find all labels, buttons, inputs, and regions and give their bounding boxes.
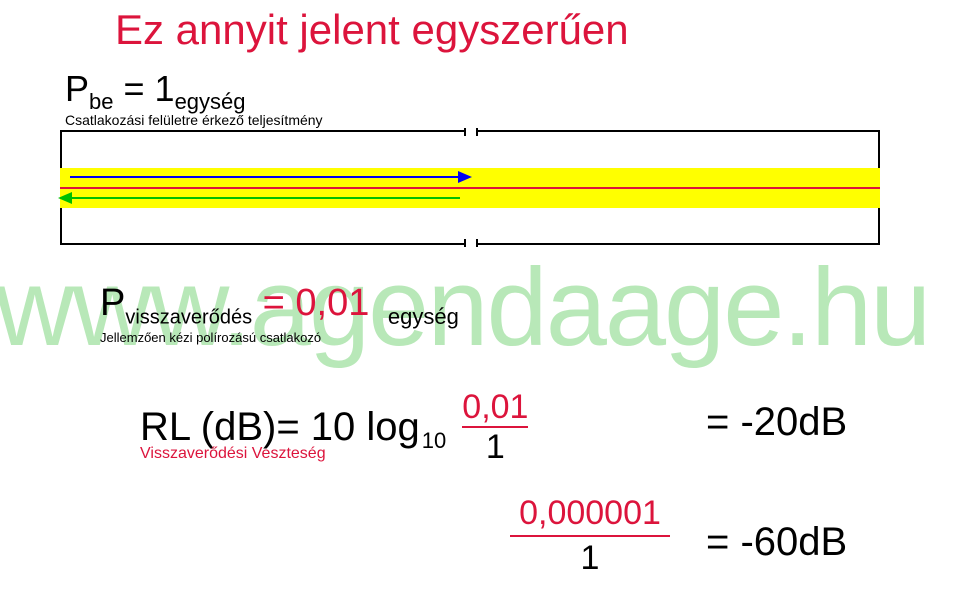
p-symbol: P [65,68,89,109]
incident-arrow [70,176,460,178]
connector-diagram [60,130,880,250]
log-base-10: 10 [422,428,446,454]
input-power-caption: Csatlakozási felületre érkező teljesítmé… [65,112,323,128]
result-20db: = -20dB [706,400,847,445]
equals-one: = 1 [114,68,175,109]
return-loss-caption: Visszaverődési Veszteség [140,445,326,463]
result-60db: = -60dB [706,520,847,565]
reflected-arrow-head [58,192,72,204]
refl-value: = 0,01 [252,282,369,324]
gap-notch-bottom [464,239,478,247]
fiber-center-line [60,187,880,189]
reflection-caption: Jellemzően kézi polírozású csatlakozó [100,330,321,345]
frac2-bar [510,535,670,537]
p-symbol-refl: P [100,282,125,324]
fraction-2: 0,000001 1 [510,494,670,578]
unit-egyseg: egység [175,89,246,114]
slide-title: Ez annyit jelent egyszerűen [115,6,629,54]
input-power-equation: Pbe = 1egység [65,68,246,115]
p-subscript-be: be [89,89,113,114]
frac2-numerator: 0,000001 [519,494,661,533]
frac1-numerator: 0,01 [462,390,528,424]
refl-unit: egység [388,304,459,329]
gap-notch-top [464,128,478,136]
reflection-equation: Pvisszaverődés = 0,01 egység [100,282,459,330]
frac2-denominator: 1 [581,539,600,578]
rl-lhs: RL (dB)= 10 log [140,405,420,450]
p-subscript-refl: visszaverődés [125,307,252,329]
reflected-arrow [70,197,460,199]
frac1-denominator: 1 [486,430,505,464]
fraction-1: 0,01 1 [462,390,528,464]
slide-root: Ez annyit jelent egyszerűen Pbe = 1egysé… [0,0,960,592]
incident-arrow-head [458,171,472,183]
